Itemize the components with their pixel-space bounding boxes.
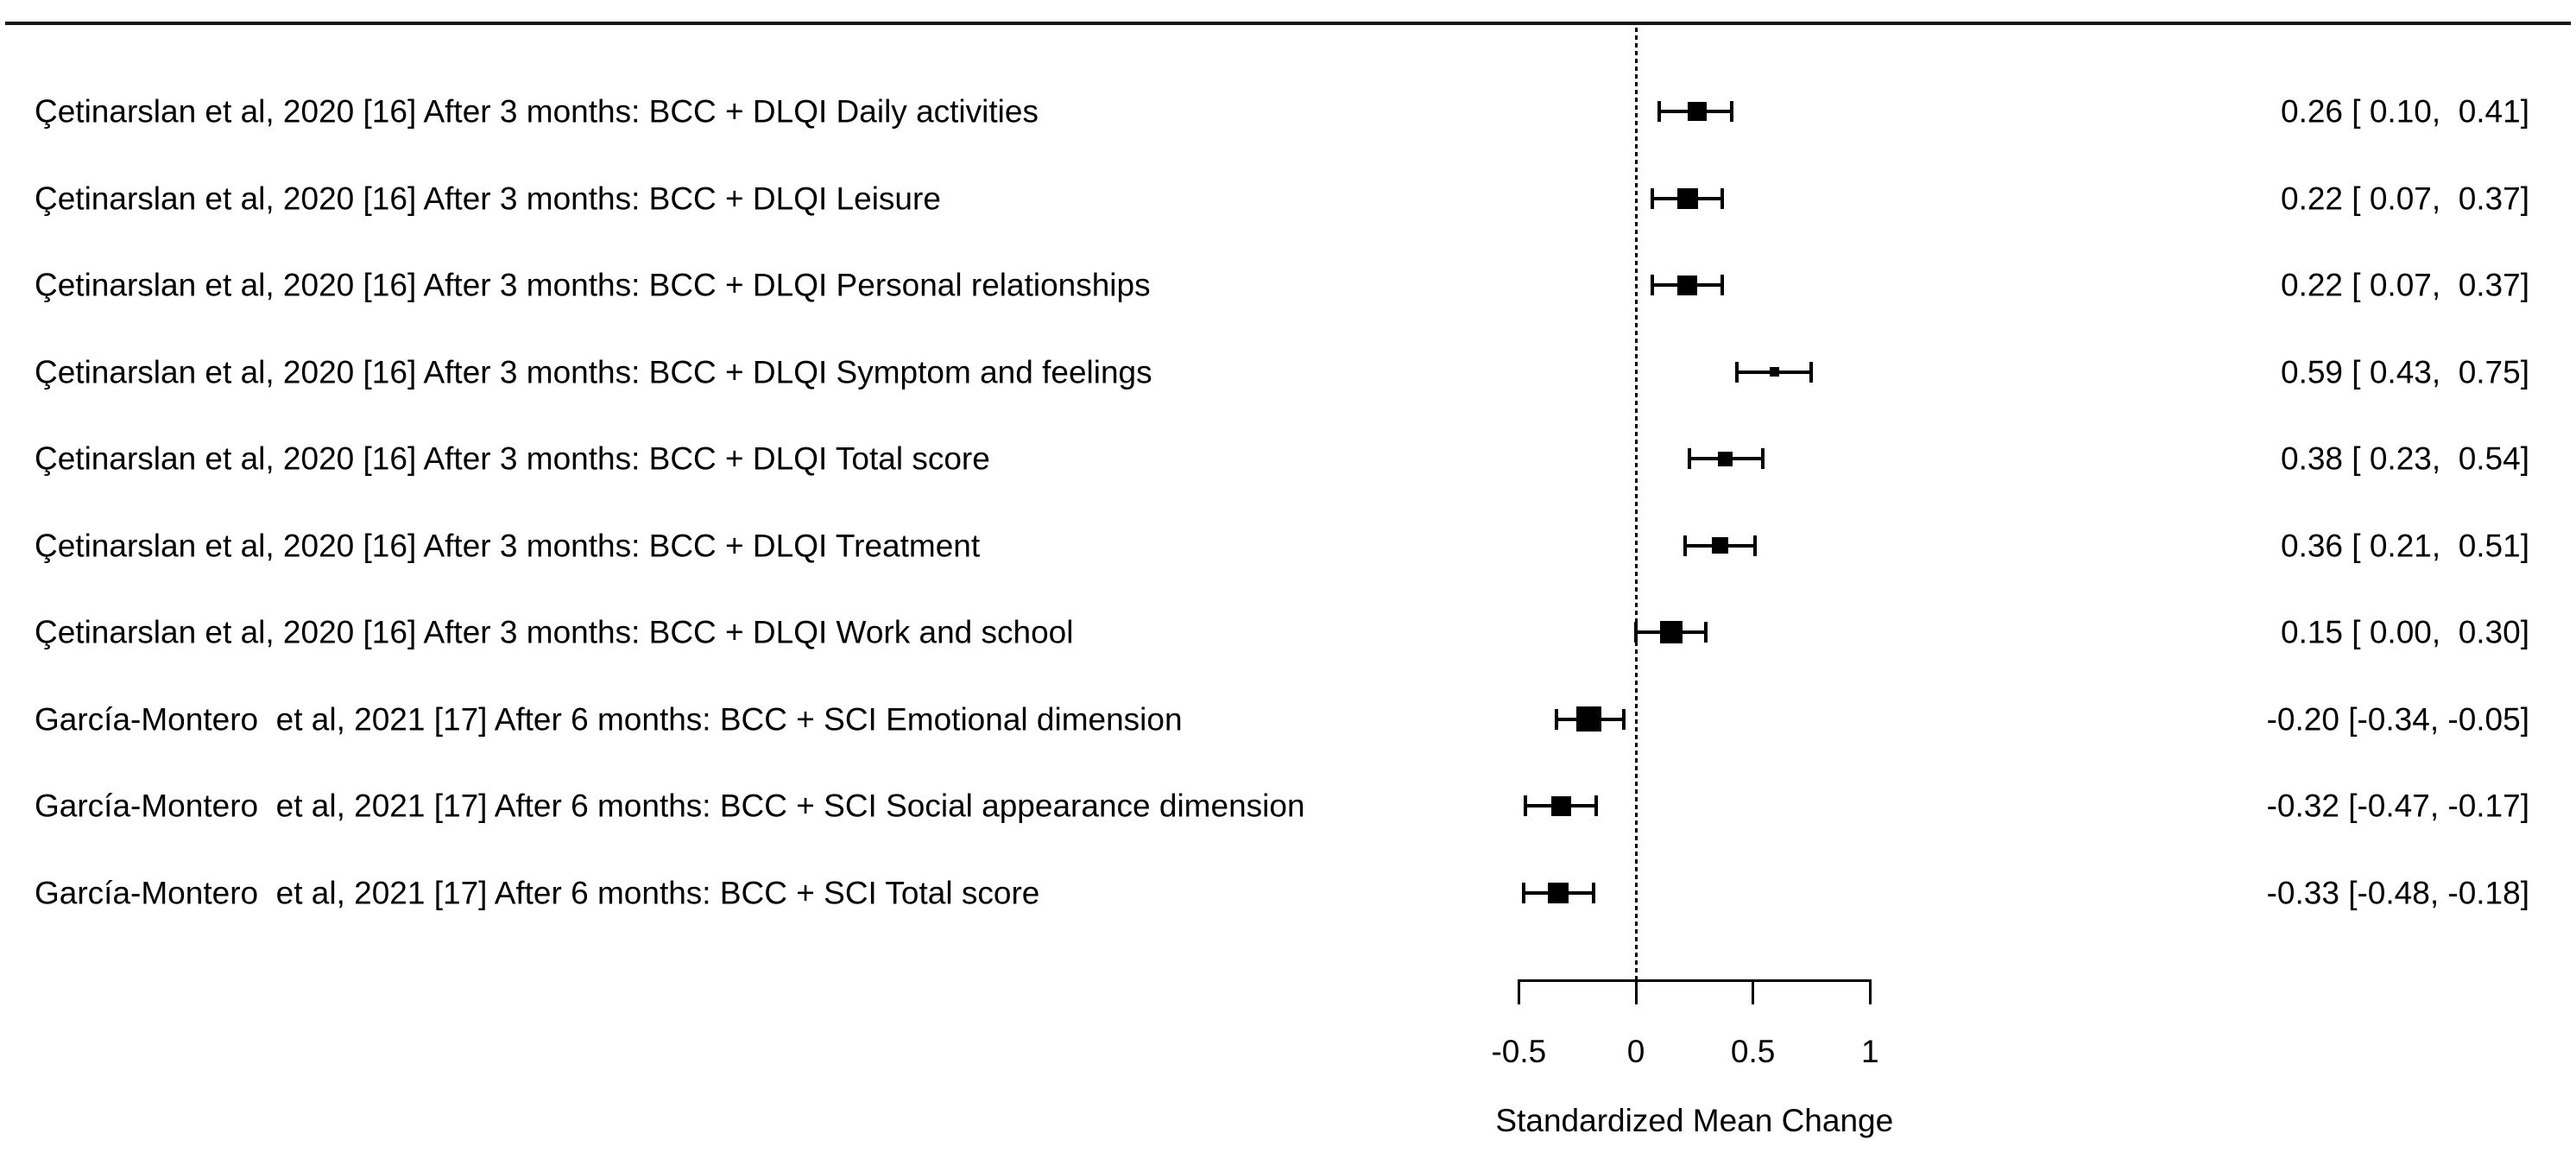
x-axis-tick-label: 0.5 bbox=[1730, 1034, 1776, 1069]
study-label: García-Montero et al, 2021 [17] After 6 … bbox=[35, 701, 1183, 737]
point-estimate-square bbox=[1687, 102, 1707, 121]
point-estimate-square bbox=[1717, 451, 1733, 466]
study-label: Çetinarslan et al, 2020 [16] After 3 mon… bbox=[35, 614, 1074, 650]
error-bar-cap-right bbox=[1760, 448, 1765, 469]
study-label: Çetinarslan et al, 2020 [16] After 3 mon… bbox=[35, 180, 941, 216]
error-bar-cap-left bbox=[1554, 708, 1558, 730]
zero-reference-line bbox=[1634, 28, 1638, 982]
error-bar-cap-left bbox=[1650, 275, 1654, 295]
error-bar-cap-left bbox=[1688, 448, 1692, 469]
top-divider-rule bbox=[5, 22, 2571, 25]
estimate-ci-value: -0.32 [-0.47, -0.17] bbox=[2266, 788, 2529, 824]
estimate-ci-value: -0.20 [-0.34, -0.05] bbox=[2266, 701, 2529, 737]
point-estimate-square bbox=[1550, 795, 1571, 816]
estimate-ci-value: 0.38 [ 0.23, 0.54] bbox=[2281, 440, 2529, 477]
error-bar-cap-right bbox=[1720, 187, 1725, 209]
study-label: Çetinarslan et al, 2020 [16] After 3 mon… bbox=[35, 267, 1151, 303]
error-bar-cap-left bbox=[1734, 361, 1739, 383]
error-bar-cap-left bbox=[1524, 795, 1528, 816]
x-axis-tick bbox=[1752, 979, 1755, 1004]
study-label: Çetinarslan et al, 2020 [16] After 3 mon… bbox=[35, 440, 990, 477]
error-bar-cap-right bbox=[1730, 101, 1734, 122]
study-label: García-Montero et al, 2021 [17] After 6 … bbox=[35, 788, 1305, 824]
estimate-ci-value: 0.36 [ 0.21, 0.51] bbox=[2281, 528, 2529, 563]
study-label: Çetinarslan et al, 2020 [16] After 3 mon… bbox=[35, 354, 1152, 390]
x-axis-tick-label: 0 bbox=[1626, 1034, 1645, 1069]
x-axis-line bbox=[1517, 979, 1872, 982]
error-bar-cap-left bbox=[1521, 882, 1525, 903]
error-bar-cap-right bbox=[1592, 882, 1596, 903]
study-label: García-Montero et al, 2021 [17] After 6 … bbox=[35, 875, 1040, 910]
point-estimate-square bbox=[1576, 706, 1602, 732]
error-bar-cap-left bbox=[1634, 622, 1638, 643]
point-estimate-square bbox=[1712, 537, 1729, 554]
error-bar-cap-right bbox=[1720, 275, 1725, 295]
estimate-ci-value: 0.22 [ 0.07, 0.37] bbox=[2281, 267, 2529, 303]
error-bar-cap-right bbox=[1594, 795, 1598, 816]
estimate-ci-value: 0.59 [ 0.43, 0.75] bbox=[2281, 354, 2529, 390]
x-axis-tick bbox=[1868, 979, 1872, 1004]
point-estimate-square bbox=[1676, 187, 1698, 209]
estimate-ci-value: 0.15 [ 0.00, 0.30] bbox=[2281, 614, 2529, 650]
error-bar-cap-right bbox=[1704, 622, 1708, 643]
estimate-ci-value: 0.26 [ 0.10, 0.41] bbox=[2281, 93, 2529, 130]
x-axis-tick bbox=[1634, 979, 1638, 1004]
error-bar-cap-right bbox=[1622, 708, 1626, 730]
estimate-ci-value: 0.22 [ 0.07, 0.37] bbox=[2281, 180, 2529, 216]
error-bar-cap-left bbox=[1657, 101, 1662, 122]
x-axis-tick bbox=[1517, 979, 1520, 1004]
study-label: Çetinarslan et al, 2020 [16] After 3 mon… bbox=[35, 528, 981, 563]
error-bar-cap-right bbox=[1753, 535, 1758, 556]
error-bar-cap-left bbox=[1683, 535, 1687, 556]
x-axis-tick-label: -0.5 bbox=[1491, 1034, 1547, 1069]
error-bar-cap-right bbox=[1809, 361, 1814, 383]
x-axis-tick-label: 1 bbox=[1861, 1034, 1879, 1069]
point-estimate-square bbox=[1677, 275, 1698, 295]
point-estimate-square bbox=[1659, 621, 1683, 643]
x-axis-title: Standardized Mean Change bbox=[1495, 1103, 1894, 1138]
error-bar-cap-left bbox=[1650, 187, 1654, 209]
estimate-ci-value: -0.33 [-0.48, -0.18] bbox=[2266, 875, 2529, 910]
point-estimate-square bbox=[1769, 367, 1779, 377]
study-label: Çetinarslan et al, 2020 [16] After 3 mon… bbox=[35, 93, 1039, 130]
point-estimate-square bbox=[1548, 882, 1569, 903]
